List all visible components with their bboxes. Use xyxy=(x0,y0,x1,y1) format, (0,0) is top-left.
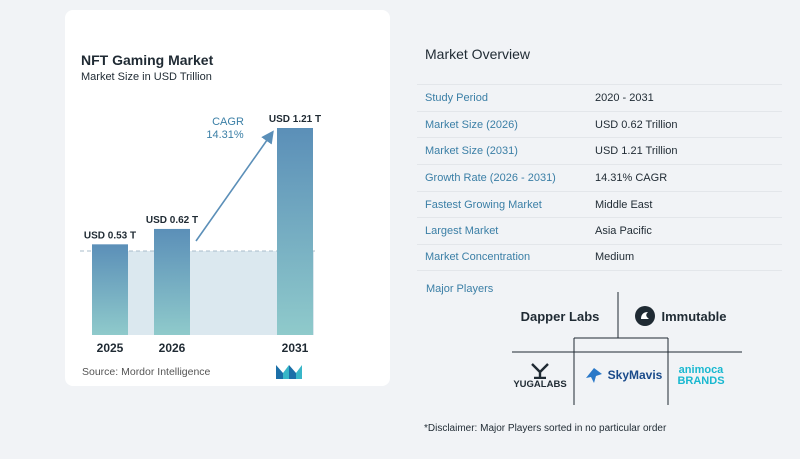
bar-2031 xyxy=(277,128,313,335)
immutable-label: Immutable xyxy=(661,308,727,324)
overview-label: Market Size (2031) xyxy=(425,145,518,158)
disclaimer-text: *Disclaimer: Major Players sorted in no … xyxy=(424,423,667,434)
animoca-label-line2: BRANDS xyxy=(677,375,725,387)
cagr-label: CAGR xyxy=(212,116,244,128)
players-title: Major Players xyxy=(426,283,494,295)
overview-row: Market Concentration Medium xyxy=(417,244,782,271)
skymavis-bird-icon xyxy=(585,368,602,383)
chart-subtitle: Market Size in USD Trillion xyxy=(81,71,212,83)
animoca-label-line1: animoca xyxy=(678,364,724,376)
overview-table: Study Period 2020 - 2031 Market Size (202… xyxy=(417,84,782,271)
overview-row: Study Period 2020 - 2031 xyxy=(417,84,782,111)
overview-value: USD 1.21 Trillion xyxy=(595,145,678,158)
overview-value: 14.31% CAGR xyxy=(595,171,668,184)
overview-row: Growth Rate (2026 - 2031) 14.31% CAGR xyxy=(417,164,782,191)
x-tick-label: 2031 xyxy=(282,341,309,355)
overview-label: Market Size (2026) xyxy=(425,118,518,131)
skymavis-label: SkyMavis xyxy=(607,368,663,382)
bar-2026 xyxy=(154,228,190,335)
player-immutable: Immutable xyxy=(626,299,736,333)
bar-2025 xyxy=(92,244,128,335)
overview-row: Largest Market Asia Pacific xyxy=(417,217,782,244)
mordor-logo-icon xyxy=(276,365,302,379)
overview-title: Market Overview xyxy=(425,46,531,62)
player-sky-mavis: SkyMavis xyxy=(578,358,668,392)
overview-row: Fastest Growing Market Middle East xyxy=(417,190,782,218)
player-animoca-brands: animoca BRANDS xyxy=(670,354,732,398)
overview-label: Study Period xyxy=(425,91,488,104)
immutable-logo-icon xyxy=(635,306,656,326)
overview-value: USD 0.62 Trillion xyxy=(595,118,678,131)
overview-label: Market Concentration xyxy=(425,251,531,264)
bar-chart: USD 0.53 T USD 0.62 T USD 1.21 T 2025 2026 2… xyxy=(80,114,321,355)
source-text: Source: Mordor Intelligence xyxy=(82,366,211,378)
overview-value: Asia Pacific xyxy=(595,225,652,238)
chart-title: NFT Gaming Market xyxy=(81,52,214,68)
player-dapper-labs: Dapper Labs xyxy=(520,308,600,324)
overview-label: Largest Market xyxy=(425,225,499,238)
overview-value: Medium xyxy=(595,251,635,264)
cagr-arrow xyxy=(195,130,274,242)
cagr-value: 14.31% xyxy=(206,129,244,141)
bar-value-label: USD 0.53 T xyxy=(84,230,136,241)
player-yuga-labs: YUGALABS xyxy=(510,354,570,398)
overview-value: Middle East xyxy=(595,198,653,211)
overview-row: Market Size (2031) USD 1.21 Trillion xyxy=(417,137,782,164)
overview-row: Market Size (2026) USD 0.62 Trillion xyxy=(417,110,782,138)
yuga-label: YUGALABS xyxy=(513,378,567,390)
yuga-logo-icon xyxy=(531,362,549,379)
bar-value-label: USD 0.62 T xyxy=(146,215,198,226)
overview-label: Fastest Growing Market xyxy=(425,198,542,211)
x-tick-label: 2025 xyxy=(97,341,124,355)
overview-label: Growth Rate (2026 - 2031) xyxy=(425,171,556,184)
bar-value-label: USD 1.21 T xyxy=(269,114,321,125)
x-tick-label: 2026 xyxy=(159,341,186,355)
overview-value: 2020 - 2031 xyxy=(595,91,654,104)
